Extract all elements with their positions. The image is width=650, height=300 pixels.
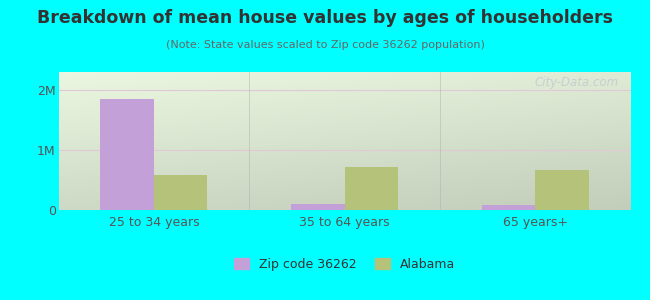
Text: City-Data.com: City-Data.com — [535, 76, 619, 89]
Legend: Zip code 36262, Alabama: Zip code 36262, Alabama — [229, 253, 460, 275]
Text: Breakdown of mean house values by ages of householders: Breakdown of mean house values by ages o… — [37, 9, 613, 27]
Text: (Note: State values scaled to Zip code 36262 population): (Note: State values scaled to Zip code 3… — [166, 40, 484, 50]
Bar — [101, 99, 154, 210]
Bar — [482, 205, 535, 210]
Bar — [154, 175, 207, 210]
Bar — [535, 170, 588, 210]
Bar — [344, 167, 398, 210]
Bar — [291, 204, 344, 210]
